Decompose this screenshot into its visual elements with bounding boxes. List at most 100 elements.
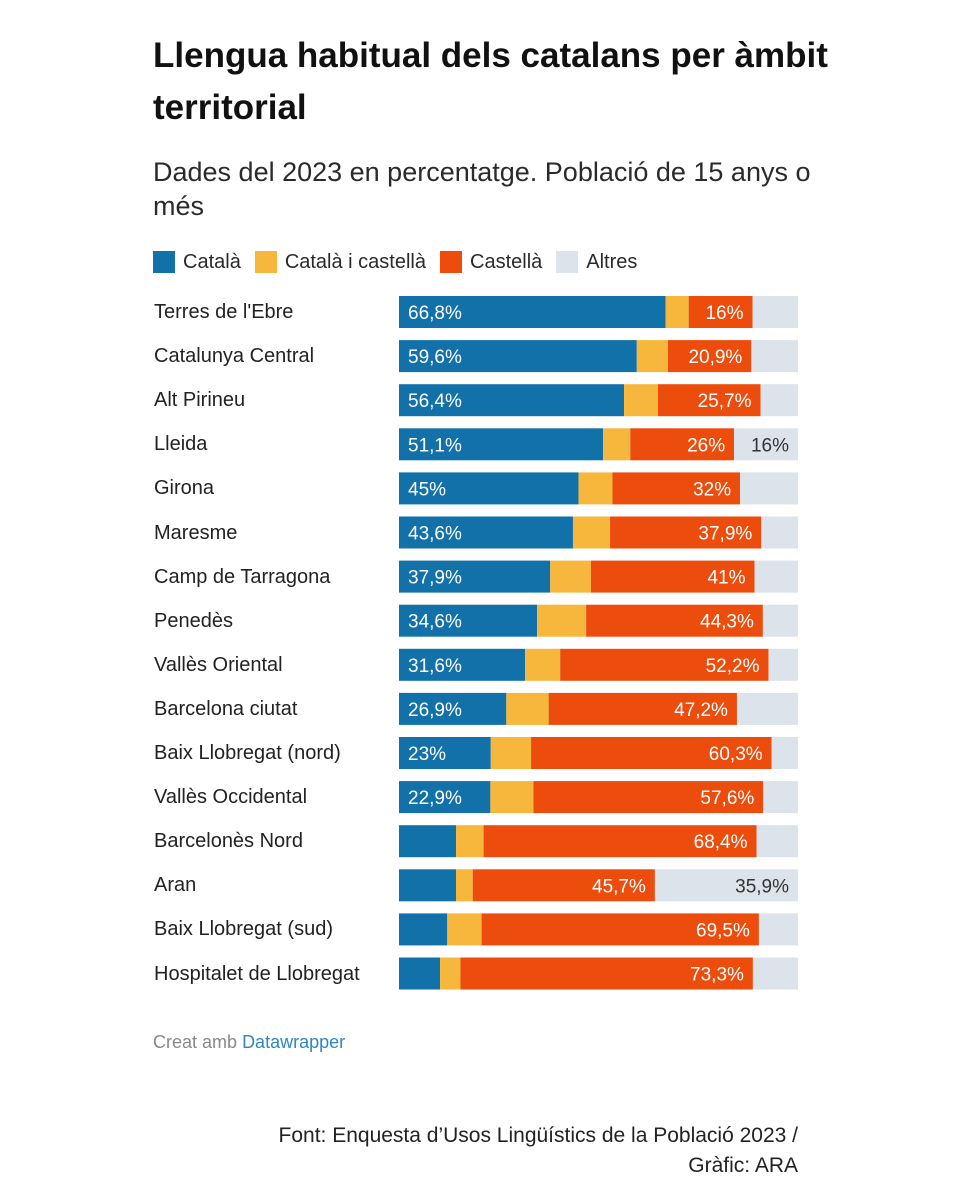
category-label-alt-pirineu: Alt Pirineu [154,389,246,412]
legend-item-catala-i-castella: Català i castellà [254,250,426,274]
legend-swatch-catala-i-castella [254,251,277,273]
bar-catala-i-castella-baix-llobregat-nord [490,737,532,769]
legend-swatch-altres [556,251,579,273]
bar-catala-catalunya-central [399,340,637,373]
bar-altres-terres-de-l-ebre [752,296,798,328]
credit-prefix: Creat amb [153,1032,238,1052]
data-label-castella-aran: 45,7% [592,876,646,897]
data-label-catala-terres-de-l-ebre: 66,8% [408,303,462,324]
bar-catala-i-castella-baix-llobregat-sud [447,913,482,946]
bar-castella-valles-oriental [560,648,769,681]
bar-castella-lleida [630,428,735,461]
category-label-maresme: Maresme [154,521,238,544]
credit: Creat amb Datawrapper [153,1032,345,1053]
bar-catala-i-castella-barcelones-nord [456,825,484,858]
legend-swatch-castella [440,251,462,273]
bar-catala-barcelona-ciutat [399,692,507,725]
bar-altres-barcelones-nord [756,825,798,858]
datawrapper-link[interactable]: Datawrapper [242,1032,346,1052]
bar-castella-catalunya-central [667,340,752,373]
bar-catala-i-castella-hospitalet-de-llobregat [440,957,461,990]
legend-item-catala: Català [153,251,241,274]
bar-catala-barcelones-nord [399,825,457,858]
data-label-catala-catalunya-central: 59,6% [408,347,462,368]
category-label-terres-de-l-ebre: Terres de l'Ebre [154,301,294,323]
category-label-baix-llobregat-sud: Baix Llobregat (sud) [154,918,333,941]
data-label-catala-maresme: 43,6% [408,524,462,545]
bar-catala-aran [399,869,456,902]
legend-label-castella: Castellà [470,250,543,273]
data-label-catala-penedes: 34,6% [408,612,462,633]
bar-altres-penedes [762,604,798,637]
chart-title: Llengua habitual dels catalans per àmbit… [153,36,828,127]
bar-altres-camp-de-tarragona [754,560,798,593]
bar-catala-baix-llobregat-sud [399,913,448,946]
bar-castella-alt-pirineu [657,384,761,417]
bar-catala-terres-de-l-ebre [399,296,666,328]
data-label-castella-camp-de-tarragona: 41% [707,568,745,589]
data-label-castella-valles-occidental: 57,6% [700,788,754,809]
bar-catala-i-castella-penedes [537,604,587,637]
data-label-castella-alt-pirineu: 25,7% [698,391,752,412]
stacked-bar-chart: 66,8% 16% 59,6% 20,9% 56,4% 25,7% 51,1% 26% 16% 4… [399,296,798,990]
bar-castella-penedes [586,604,763,637]
bar-catala-i-castella-girona [578,472,613,505]
data-label-catala-alt-pirineu: 56,4% [408,391,462,412]
bar-castella-barcelona-ciutat [548,692,737,725]
data-label-castella-barcelones-nord: 68,4% [694,832,748,853]
category-label-baix-llobregat-nord: Baix Llobregat (nord) [154,742,341,764]
bar-catala-maresme [399,516,573,549]
bar-catala-i-castella-maresme [572,516,611,549]
data-label-castella-valles-oriental: 52,2% [706,656,760,677]
data-label-castella-hospitalet-de-llobregat: 73,3% [690,965,744,986]
data-label-altres-aran: 35,9% [735,876,789,897]
category-label-hospitalet-de-llobregat: Hospitalet de Llobregat [154,962,360,985]
data-label-castella-maresme: 37,9% [698,524,752,545]
legend-item-castella: Castellà [440,251,542,274]
legend-swatch-catala [153,251,175,273]
bar-catala-i-castella-valles-occidental [490,781,534,814]
chart-subtitle: Dades del 2023 en percentatge. Població … [153,157,811,221]
bar-castella-terres-de-l-ebre [688,296,753,328]
category-label-valles-oriental: Vallès Oriental [154,653,283,676]
data-label-catala-lleida: 51,1% [408,435,462,456]
data-label-castella-baix-llobregat-nord: 60,3% [709,744,763,765]
data-label-castella-lleida: 26% [687,435,725,456]
bar-catala-i-castella-aran [456,869,473,902]
data-label-castella-barcelona-ciutat: 47,2% [674,700,728,721]
bar-castella-valles-occidental [533,781,764,814]
bar-catala-baix-llobregat-nord [399,737,491,769]
data-label-castella-catalunya-central: 20,9% [688,347,742,368]
legend-label-catala-i-castella: Català i castellà [284,250,426,273]
bar-catala-girona [399,472,579,505]
legend: Català Català i castellà Castellà Altres [153,248,637,276]
bar-catala-valles-oriental [399,648,526,681]
category-label-camp-de-tarragona: Camp de Tarragona [154,565,331,588]
bar-altres-girona [740,472,798,505]
data-label-catala-valles-occidental: 22,9% [408,788,462,809]
bar-altres-aran [654,869,798,902]
bar-castella-hospitalet-de-llobregat [460,957,753,990]
bar-altres-catalunya-central [751,340,798,373]
bar-catala-i-castella-alt-pirineu [624,384,658,417]
bar-castella-baix-llobregat-sud [481,913,759,946]
bar-catala-valles-occidental [399,781,491,814]
data-label-castella-baix-llobregat-sud: 69,5% [696,920,750,941]
data-label-catala-girona: 45% [408,479,446,500]
data-label-castella-girona: 32% [693,479,731,500]
bar-catala-i-castella-catalunya-central [636,340,668,373]
source-line-2: Gràfic: ARA [688,1154,798,1177]
legend-item-altres: Altres [556,251,637,274]
bar-castella-aran [472,869,655,902]
bar-castella-girona [612,472,741,505]
source-line-1: Font: Enquesta d’Usos Lingüístics de la … [278,1124,798,1147]
category-label-lleida: Lleida [154,433,208,456]
category-label-aran: Aran [154,874,197,897]
bar-castella-camp-de-tarragona [590,560,755,593]
bar-altres-barcelona-ciutat [736,692,798,725]
category-label-penedes: Penedès [154,609,233,632]
bar-altres-valles-oriental [768,648,798,681]
bar-catala-i-castella-barcelona-ciutat [506,692,549,725]
bar-castella-baix-llobregat-nord [531,737,772,769]
category-label-valles-occidental: Vallès Occidental [154,786,308,809]
